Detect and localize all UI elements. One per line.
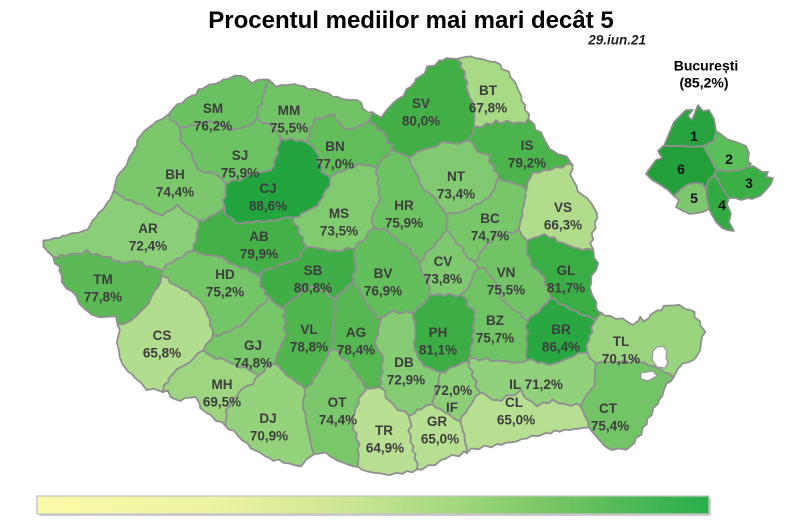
svg-text:72,9%: 72,9% <box>387 373 425 388</box>
svg-text:Procentul mediilor mai mari de: Procentul mediilor mai mari decât 5 <box>208 7 613 34</box>
svg-text:GJ: GJ <box>244 338 262 353</box>
svg-text:74,8%: 74,8% <box>234 356 272 371</box>
svg-text:74,4%: 74,4% <box>156 185 194 200</box>
svg-text:74,4%: 74,4% <box>319 413 357 428</box>
svg-text:65,0%: 65,0% <box>497 413 535 428</box>
svg-text:BN: BN <box>325 139 345 154</box>
svg-text:AB: AB <box>249 229 269 244</box>
svg-text:AG: AG <box>346 325 366 340</box>
svg-text:DB: DB <box>394 355 414 370</box>
svg-text:75,9%: 75,9% <box>385 216 423 231</box>
svg-text:IS: IS <box>521 138 534 153</box>
svg-text:76,9%: 76,9% <box>364 284 402 299</box>
svg-text:6: 6 <box>677 161 685 177</box>
svg-text:BT: BT <box>479 83 498 98</box>
svg-text:IF: IF <box>446 400 458 415</box>
svg-text:65,8%: 65,8% <box>143 346 181 361</box>
svg-text:88,6%: 88,6% <box>249 199 287 214</box>
svg-text:75,7%: 75,7% <box>476 331 514 346</box>
svg-text:64,9%: 64,9% <box>366 441 404 456</box>
svg-text:77,8%: 77,8% <box>84 290 122 305</box>
svg-text:80,0%: 80,0% <box>402 114 440 129</box>
svg-text:SV: SV <box>412 96 430 111</box>
svg-text:OT: OT <box>328 395 348 410</box>
svg-text:73,8%: 73,8% <box>424 272 462 287</box>
svg-text:TM: TM <box>93 272 113 287</box>
svg-text:SJ: SJ <box>232 148 249 163</box>
svg-text:75,4%: 75,4% <box>591 419 629 434</box>
svg-text:DJ: DJ <box>259 411 276 426</box>
svg-text:70,1%: 70,1% <box>602 352 640 367</box>
svg-text:72,4%: 72,4% <box>129 239 167 254</box>
svg-text:80,8%: 80,8% <box>294 281 332 296</box>
svg-text:75,9%: 75,9% <box>221 166 259 181</box>
svg-text:76,2%: 76,2% <box>194 119 232 134</box>
svg-text:VL: VL <box>300 322 317 337</box>
svg-text:MH: MH <box>212 377 233 392</box>
svg-text:VN: VN <box>497 265 516 280</box>
svg-text:BH: BH <box>165 167 185 182</box>
svg-text:72,0%: 72,0% <box>434 383 472 398</box>
svg-text:29.iun.21: 29.iun.21 <box>587 33 646 48</box>
svg-text:MM: MM <box>278 103 301 118</box>
svg-text:GL: GL <box>557 263 576 278</box>
svg-text:67,8%: 67,8% <box>469 101 507 116</box>
svg-text:77,0%: 77,0% <box>316 157 354 172</box>
svg-text:CV: CV <box>434 254 453 269</box>
svg-text:69,5%: 69,5% <box>203 395 241 410</box>
svg-text:CS: CS <box>153 328 172 343</box>
svg-text:CL: CL <box>505 395 523 410</box>
svg-text:IL 71,2%: IL 71,2% <box>509 377 563 392</box>
svg-text:73,5%: 73,5% <box>320 224 358 239</box>
svg-text:66,3%: 66,3% <box>544 218 582 233</box>
svg-text:70,9%: 70,9% <box>250 429 288 444</box>
svg-text:65,0%: 65,0% <box>421 432 459 447</box>
svg-text:PH: PH <box>429 325 448 340</box>
svg-text:BZ: BZ <box>486 313 504 328</box>
svg-text:BR: BR <box>551 322 571 337</box>
svg-text:VS: VS <box>554 200 572 215</box>
svg-text:HR: HR <box>394 198 414 213</box>
svg-text:81,7%: 81,7% <box>547 281 585 296</box>
svg-text:București: București <box>674 58 739 74</box>
svg-text:TL: TL <box>613 334 630 349</box>
svg-text:79,2%: 79,2% <box>508 156 546 171</box>
svg-text:SM: SM <box>203 101 223 116</box>
svg-text:74,7%: 74,7% <box>471 229 509 244</box>
svg-text:CT: CT <box>599 401 618 416</box>
svg-text:5: 5 <box>690 190 698 206</box>
svg-text:2: 2 <box>725 151 733 167</box>
svg-text:81,1%: 81,1% <box>419 343 457 358</box>
svg-text:TR: TR <box>375 423 393 438</box>
svg-text:BC: BC <box>480 211 500 226</box>
svg-text:MS: MS <box>329 206 349 221</box>
svg-text:78,8%: 78,8% <box>290 340 328 355</box>
svg-text:75,2%: 75,2% <box>206 285 244 300</box>
svg-text:78,4%: 78,4% <box>337 343 375 358</box>
svg-text:NT: NT <box>447 169 466 184</box>
svg-text:AR: AR <box>138 221 158 236</box>
svg-text:GR: GR <box>427 414 448 429</box>
svg-text:(85,2%): (85,2%) <box>679 75 728 91</box>
svg-text:SB: SB <box>304 263 323 278</box>
svg-text:73,4%: 73,4% <box>437 187 475 202</box>
svg-text:75,5%: 75,5% <box>270 121 308 136</box>
svg-text:4: 4 <box>718 197 726 213</box>
svg-text:75,5%: 75,5% <box>487 283 525 298</box>
svg-text:1: 1 <box>690 128 698 144</box>
svg-text:CJ: CJ <box>259 181 276 196</box>
svg-text:3: 3 <box>745 175 753 191</box>
svg-text:79,9%: 79,9% <box>240 247 278 262</box>
svg-text:86,4%: 86,4% <box>542 340 580 355</box>
svg-text:HD: HD <box>215 267 235 282</box>
svg-text:BV: BV <box>374 266 393 281</box>
